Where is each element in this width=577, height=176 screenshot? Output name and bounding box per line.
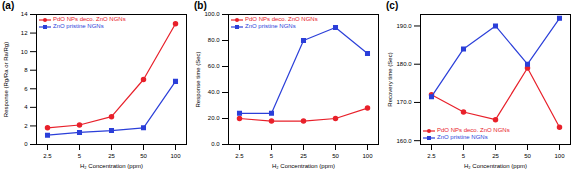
svg-text:5: 5 xyxy=(462,153,466,159)
svg-text:40.0: 40.0 xyxy=(208,89,220,95)
svg-text:25: 25 xyxy=(492,153,499,159)
svg-text:H₂ Concentration (ppm): H₂ Concentration (ppm) xyxy=(464,163,527,169)
svg-text:2.5: 2.5 xyxy=(43,153,52,159)
svg-text:8: 8 xyxy=(24,67,28,73)
svg-text:160.0: 160.0 xyxy=(396,138,412,144)
html-text:PdO NPs deco. ZnO NGNs: PdO NPs deco. ZnO NGNs xyxy=(437,127,510,133)
svg-text:80.0: 80.0 xyxy=(208,37,220,43)
svg-text:180.0: 180.0 xyxy=(396,61,412,67)
html-text:(a): (a) xyxy=(2,0,15,11)
svg-text:0.0: 0.0 xyxy=(211,141,220,147)
html-text:(c): (c) xyxy=(386,0,399,11)
svg-text:10: 10 xyxy=(21,49,28,55)
svg-text:H₂ Concentration (ppm): H₂ Concentration (ppm) xyxy=(80,163,143,169)
svg-text:2.5: 2.5 xyxy=(427,153,436,159)
svg-text:2: 2 xyxy=(24,123,28,129)
svg-text:12: 12 xyxy=(21,30,28,36)
svg-text:20.0: 20.0 xyxy=(208,115,220,121)
svg-text:2.5: 2.5 xyxy=(235,153,244,159)
html-text:ZnO pristine NGNs: ZnO pristine NGNs xyxy=(437,134,488,140)
html-text:PdO NPs deco. ZnO NGNs: PdO NPs deco. ZnO NGNs xyxy=(245,16,318,22)
svg-text:6: 6 xyxy=(24,86,28,92)
html-text:ZnO pristine NGNs: ZnO pristine NGNs xyxy=(245,23,296,29)
svg-text:100.0: 100.0 xyxy=(204,11,220,17)
svg-text:50: 50 xyxy=(524,153,531,159)
svg-text:50: 50 xyxy=(140,153,147,159)
svg-text:25: 25 xyxy=(108,153,115,159)
svg-text:4: 4 xyxy=(24,104,28,110)
svg-text:5: 5 xyxy=(270,153,274,159)
svg-text:Response time (Sec): Response time (Sec) xyxy=(195,51,201,107)
svg-text:100: 100 xyxy=(554,153,565,159)
html-text:PdO NPs deco. ZnO NGNs: PdO NPs deco. ZnO NGNs xyxy=(53,16,126,22)
svg-text:100: 100 xyxy=(170,153,181,159)
html-text:ZnO pristine NGNs: ZnO pristine NGNs xyxy=(53,23,104,29)
svg-text:50: 50 xyxy=(332,153,339,159)
svg-text:H₂ Concentration (ppm): H₂ Concentration (ppm) xyxy=(272,163,335,169)
svg-text:25: 25 xyxy=(300,153,307,159)
svg-text:Response (Rg/Ra or Ra/Rg): Response (Rg/Ra or Ra/Rg) xyxy=(3,42,9,117)
svg-text:Recovery time (Sec): Recovery time (Sec) xyxy=(387,52,393,106)
svg-text:190.0: 190.0 xyxy=(396,23,412,29)
svg-text:60.0: 60.0 xyxy=(208,63,220,69)
svg-text:100: 100 xyxy=(362,153,373,159)
svg-text:14: 14 xyxy=(21,11,28,17)
svg-text:5: 5 xyxy=(78,153,82,159)
html-text:(b): (b) xyxy=(194,0,207,11)
svg-text:0: 0 xyxy=(24,141,28,147)
svg-text:170.0: 170.0 xyxy=(396,99,412,105)
